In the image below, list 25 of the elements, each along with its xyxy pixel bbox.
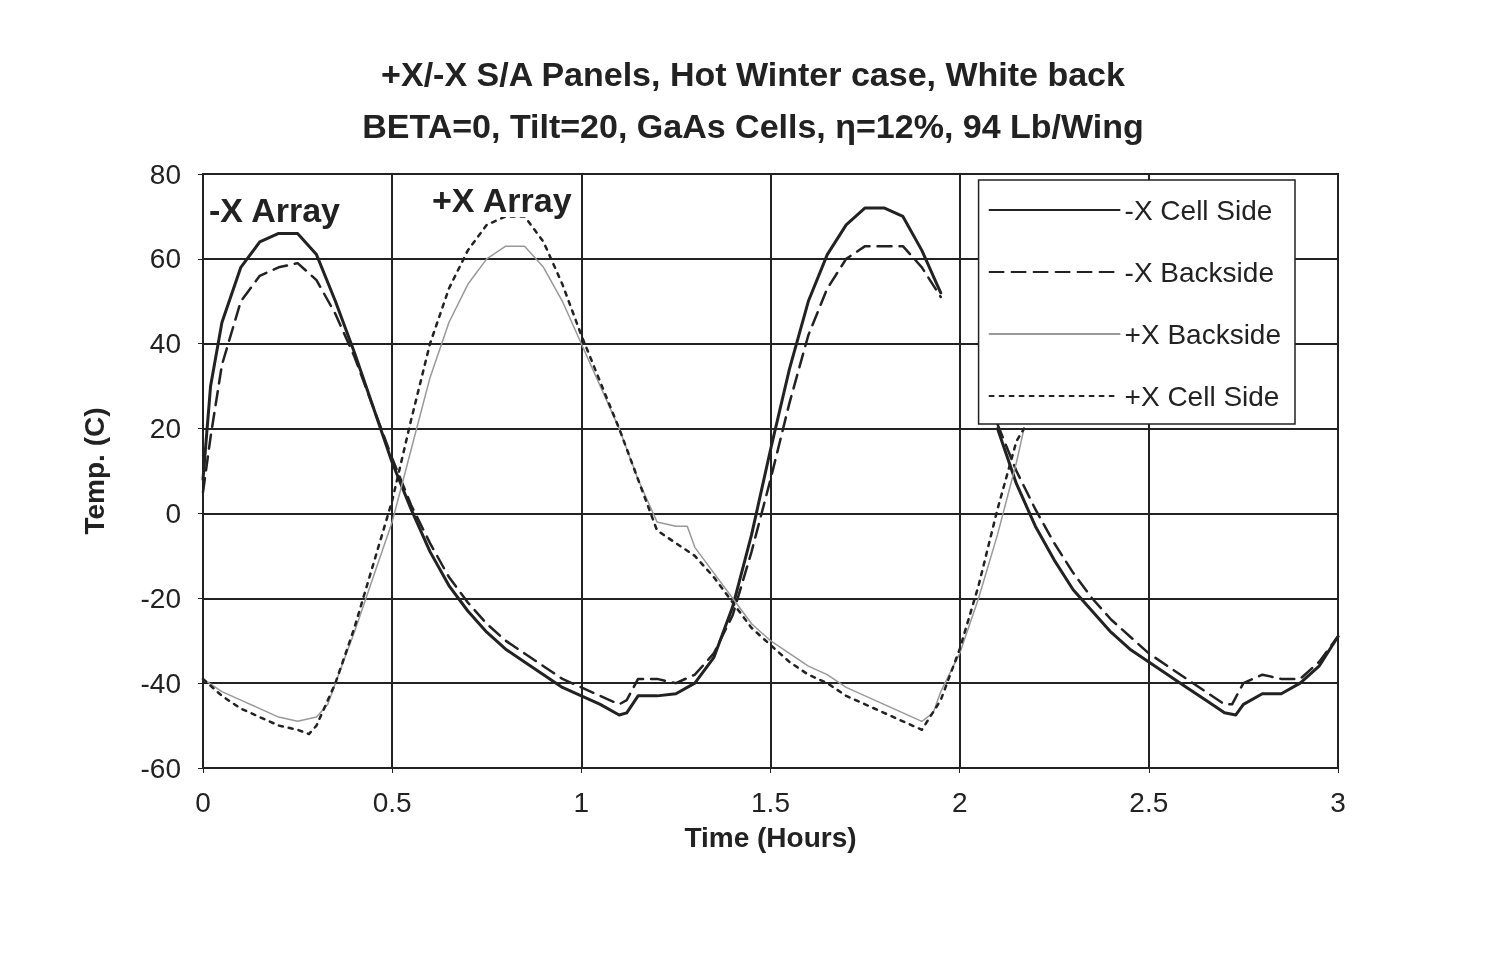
y-axis-title: Temp. (C) <box>78 407 110 535</box>
legend-label: +X Backside <box>1124 318 1281 350</box>
x-axis-title: Time (Hours) <box>684 821 857 853</box>
x-tick-label: 2 <box>951 786 968 818</box>
y-tick-label: -40 <box>140 667 181 699</box>
legend-label: -X Backside <box>1124 256 1274 288</box>
chart-title: +X/-X S/A Panels, Hot Winter case, White back <box>381 55 1125 93</box>
legend-label: -X Cell Side <box>1124 194 1273 226</box>
x-tick-label: 0 <box>195 786 211 818</box>
x-tick-label: 2.5 <box>1129 786 1169 818</box>
legend-label: +X Cell Side <box>1124 380 1280 412</box>
x-tick-label: 3 <box>1330 786 1346 818</box>
y-tick-label: 60 <box>149 243 181 275</box>
y-tick-label: -20 <box>140 582 181 614</box>
x-tick-label: 1.5 <box>751 786 790 818</box>
y-tick-label: 0 <box>165 497 181 529</box>
annotation: +X Array <box>432 181 572 219</box>
chart-subtitle: BETA=0, Tilt=20, GaAs Cells, η=12%, 94 Lb/Wing <box>362 107 1144 145</box>
y-tick-label: 20 <box>149 413 181 445</box>
y-tick-label: 80 <box>149 158 181 190</box>
y-tick-label: -60 <box>140 752 181 784</box>
x-tick-label: 1 <box>573 786 590 818</box>
annotation: -X Array <box>209 191 341 229</box>
x-tick-label: 0.5 <box>372 786 412 818</box>
y-tick-label: 40 <box>149 328 181 360</box>
